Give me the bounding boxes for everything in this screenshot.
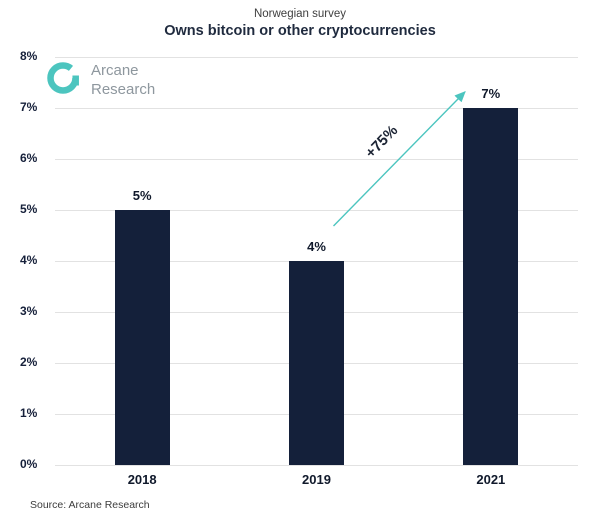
x-tick-label: 2018 [127, 472, 157, 487]
x-tick-label: 2019 [302, 472, 331, 487]
y-tick-label: 3% [20, 304, 38, 318]
y-tick-label: 0% [20, 457, 38, 471]
source-note: Source: Arcane Research [30, 499, 150, 511]
bar-2019 [289, 261, 344, 465]
y-tick-label: 8% [20, 49, 38, 63]
bar-2021 [463, 108, 519, 465]
chart-subtitle: Norwegian survey [253, 8, 347, 20]
y-tick-label: 4% [20, 253, 38, 267]
arcane-logo-icon [46, 60, 82, 101]
bar-value-label: 7% [481, 86, 501, 101]
growth-arrow-layer: +75% [333, 91, 466, 227]
plot-area: 5% 4% 7% +75% [55, 57, 578, 466]
x-tick-label: 2021 [476, 472, 506, 487]
bar-value-label: 4% [307, 239, 326, 254]
y-tick-label: 7% [20, 100, 38, 114]
arcane-logo-line1: Arcane [91, 61, 139, 79]
gridline [55, 57, 578, 58]
y-tick-label: 6% [20, 151, 38, 165]
y-tick-label: 2% [20, 355, 38, 369]
y-tick-label: 1% [20, 406, 38, 420]
gridline [55, 465, 578, 466]
y-tick-label: 5% [20, 202, 38, 216]
chart-title: Owns bitcoin or other cryptocurrencies [164, 23, 436, 39]
gridline [55, 159, 578, 160]
bar-2018 [114, 210, 170, 465]
gridline [55, 108, 578, 109]
arcane-logo-text: Arcane Research [91, 62, 155, 100]
gridline [55, 210, 578, 211]
growth-arrow [333, 91, 466, 227]
growth-arrow-label: +75% [362, 122, 401, 162]
arcane-logo-line2: Research [91, 80, 156, 98]
arcane-research-logo: Arcane Research [46, 60, 155, 101]
bar-value-label: 5% [132, 188, 152, 203]
